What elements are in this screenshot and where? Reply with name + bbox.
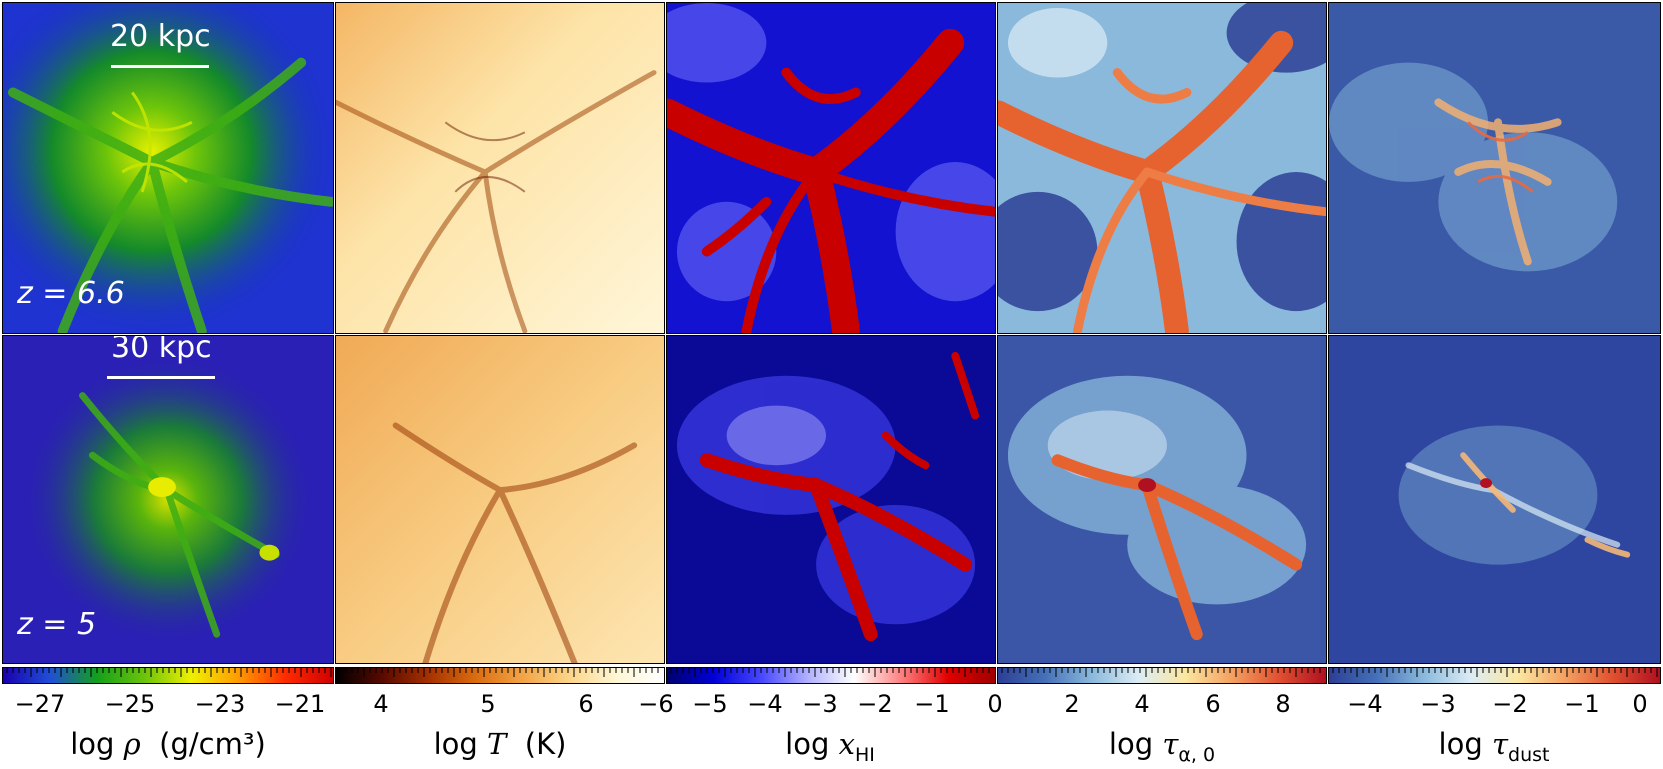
tick-label: 4: [1134, 690, 1150, 718]
lya-optical-depth-map-z5: [998, 336, 1326, 663]
tick-label: −1: [1564, 690, 1600, 718]
panel-density-z66: 20 kpc z = 6.6: [2, 2, 334, 334]
redshift-label: z = 5: [17, 607, 97, 642]
tick-label: −27: [14, 690, 66, 718]
dust-optical-depth-map-z66: [1329, 3, 1660, 333]
panel-neutral-fraction-z66: [666, 2, 996, 334]
tick-label: −23: [194, 690, 246, 718]
lya-optical-depth-map-z66: [998, 3, 1326, 333]
tick-label: 6: [1205, 690, 1221, 718]
tick-label: 2: [1064, 690, 1080, 718]
tick-label: −6: [638, 690, 674, 718]
colorbar-neutral-fraction: [666, 667, 996, 684]
tick-label: 4: [373, 690, 389, 718]
panel-temperature-z66: [335, 2, 665, 334]
tick-label: −4: [747, 690, 783, 718]
colorbar-label-dust-optical-depth: log τdust: [1438, 727, 1550, 766]
tick-label: −25: [104, 690, 156, 718]
colorbar-label-neutral-fraction: log xHI: [785, 727, 875, 766]
colorbar-density: [2, 667, 334, 684]
tick-label: −2: [1492, 690, 1528, 718]
panel-density-z5: 30 kpc z = 5: [2, 335, 334, 664]
panel-lya-optical-depth-z5: [997, 335, 1327, 664]
neutral-fraction-map-z5: [667, 336, 995, 663]
tick-label: 0: [1632, 690, 1648, 718]
colorbar-dust-optical-depth: [1328, 667, 1661, 684]
tick-label: −3: [1420, 690, 1456, 718]
tick-label: −2: [857, 690, 893, 718]
density-map-z66: [3, 3, 333, 333]
scale-bar: [111, 65, 209, 68]
scale-bar: [107, 376, 215, 379]
colorbar-label-lya-optical-depth: log τα, 0: [1108, 727, 1216, 766]
colorbar-label-density: log ρ (g/cm³): [70, 727, 266, 761]
temperature-map-z66: [336, 3, 664, 333]
tick-label: −5: [692, 690, 728, 718]
scale-label: 20 kpc: [110, 19, 211, 54]
dust-optical-depth-map-z5: [1329, 336, 1660, 663]
tick-label: 5: [480, 690, 496, 718]
tick-label: 6: [578, 690, 594, 718]
tick-label: −3: [802, 690, 838, 718]
tick-label: −4: [1347, 690, 1383, 718]
panel-temperature-z5: [335, 335, 665, 664]
panel-lya-optical-depth-z66: [997, 2, 1327, 334]
panel-neutral-fraction-z5: [666, 335, 996, 664]
redshift-label: z = 6.6: [17, 276, 125, 311]
tick-label: −21: [274, 690, 326, 718]
tick-label: −1: [914, 690, 950, 718]
colorbar-lya-optical-depth: [997, 667, 1327, 684]
panel-dust-optical-depth-z66: [1328, 2, 1661, 334]
scale-label: 30 kpc: [111, 335, 212, 365]
neutral-fraction-map-z66: [667, 3, 995, 333]
tick-label: 8: [1275, 690, 1291, 718]
panel-dust-optical-depth-z5: [1328, 335, 1661, 664]
colorbar-label-temperature: log T (K): [433, 727, 567, 761]
temperature-map-z5: [336, 336, 664, 663]
density-map-z5: [3, 336, 333, 663]
tick-label: 0: [987, 690, 1003, 718]
colorbar-temperature: [335, 667, 665, 684]
